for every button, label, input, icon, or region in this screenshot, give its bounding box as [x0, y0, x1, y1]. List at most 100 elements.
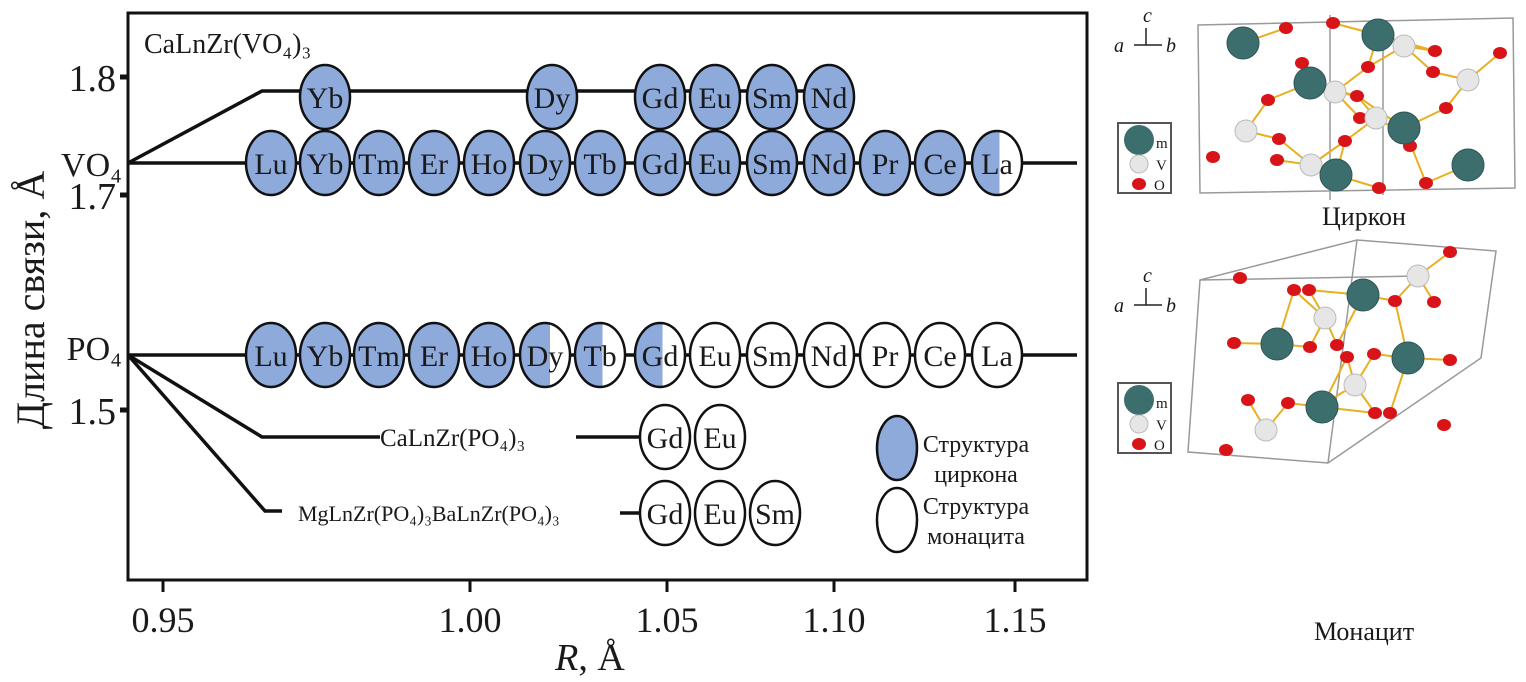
v-label: V [1156, 158, 1167, 174]
axes-lines [1134, 288, 1162, 306]
ion-dy: Dy [518, 129, 572, 197]
ion-symbol: Eu [698, 82, 731, 115]
o-atom [1295, 57, 1309, 69]
ion-yb: Yb [298, 129, 352, 197]
ion-symbol: Tm [358, 340, 400, 373]
ion-ellipse [298, 63, 352, 131]
ion-symbol: Ho [471, 340, 508, 373]
ion-pr: Pr [858, 129, 912, 197]
ion-nd: Nd [802, 321, 856, 389]
ion-yb: Yb [298, 321, 352, 389]
o-atom [1443, 246, 1457, 258]
axis-b-label: b [1166, 35, 1176, 57]
ion-ellipse [970, 321, 1024, 389]
zircon-fill [354, 323, 404, 387]
atom-legend: mVO [1117, 122, 1172, 194]
ion-symbol: Er [420, 340, 448, 373]
plot-frame [126, 11, 1089, 582]
ion-ellipse [518, 321, 572, 389]
ion-symbol: Gd [642, 148, 679, 181]
ion-symbol: Gd [642, 340, 679, 373]
ion-symbol: Sm [752, 82, 792, 115]
ion-ellipse [573, 129, 627, 197]
ion-symbol: Tb [583, 340, 616, 373]
ion-ellipse [745, 321, 799, 389]
ion-symbol: Pr [872, 148, 899, 181]
v-atom [1234, 119, 1258, 143]
row-mg_ba_phosphate: Gd Eu Sm [638, 479, 802, 547]
o-atom [1219, 444, 1233, 456]
ion-dy: Dy [525, 63, 579, 131]
ion-ellipse [462, 129, 516, 197]
ion-ce: Ce [913, 321, 967, 389]
ion-ellipse [913, 321, 967, 389]
m-atom-swatch [1124, 125, 1154, 155]
structure-caption: Монацит [1314, 617, 1414, 646]
ion-ellipse [525, 63, 579, 131]
v-label: V [1156, 418, 1167, 434]
ion-ellipse-bg [640, 481, 690, 545]
o-atom-swatch [1132, 438, 1146, 450]
ion-ce: Ce [913, 129, 967, 197]
ion-ho: Ho [462, 321, 516, 389]
o-atom [1426, 66, 1440, 78]
ion-symbol: Dy [527, 340, 564, 373]
m-atom [1319, 158, 1353, 192]
ion-symbol: Ce [923, 340, 956, 373]
legend-zircon-label: Структура [923, 432, 1030, 458]
ion-ellipse [407, 129, 461, 197]
ion-gd: Gd [633, 63, 687, 131]
row-ca_phosphate: Gd Eu [638, 403, 747, 471]
zircon-fill [300, 323, 350, 387]
ion-symbol: Yb [307, 148, 344, 181]
ion-symbol: La [981, 340, 1013, 373]
zircon-fill [354, 131, 404, 195]
m-label: m [1156, 396, 1168, 412]
ion-symbol: La [981, 148, 1013, 181]
o-atom [1241, 394, 1255, 406]
o-atom [1350, 90, 1364, 102]
ion-symbol: Eu [703, 422, 736, 455]
ion-ellipse [688, 129, 742, 197]
ion-symbol: Eu [698, 148, 731, 181]
ion-ellipse [352, 321, 406, 389]
ion-ellipse [688, 321, 742, 389]
zircon-fill [409, 323, 459, 387]
o-label: O [1154, 438, 1165, 454]
x-tick-label: 0.95 [132, 600, 195, 640]
ion-tb: Tb [573, 129, 627, 197]
o-atom [1302, 284, 1316, 296]
v-atom [1343, 373, 1367, 397]
ion-symbol: Nd [811, 340, 848, 373]
m-atom [1391, 341, 1425, 375]
o-label: O [1154, 178, 1165, 194]
m-atom [1361, 18, 1395, 52]
m-label: m [1156, 136, 1168, 152]
o-atom [1233, 272, 1247, 284]
ion-symbol: Ho [471, 148, 508, 181]
m-atom-swatch [1124, 385, 1154, 415]
ca-vanadate-label: CaLnZr(VO₄)₃ [144, 29, 311, 60]
zircon-structure: ca b mVO Циркон [1114, 5, 1516, 231]
axis-a-label: a [1114, 295, 1124, 317]
ion-symbol: Eu [698, 340, 731, 373]
ion-tm: Tm [352, 129, 406, 197]
y-tick-label: 1.8 [69, 58, 117, 100]
ion-symbol: Dy [534, 82, 571, 115]
o-atom [1227, 337, 1241, 349]
zircon-fill [915, 131, 965, 195]
v-atom [1323, 80, 1347, 104]
unit-cell [1187, 239, 1497, 464]
o-atom [1388, 295, 1402, 307]
v-atom-swatch [1129, 154, 1149, 174]
ion-ellipse-bg [640, 405, 690, 469]
ion-ellipse [913, 129, 967, 197]
axes-lines [1134, 28, 1162, 46]
ion-ellipse [244, 129, 298, 197]
legend-monazite-swatch [875, 486, 919, 554]
o-atom [1353, 112, 1367, 124]
ion-pr: Pr [858, 321, 912, 389]
zircon-fill [409, 131, 459, 195]
zircon-fill [690, 131, 740, 195]
